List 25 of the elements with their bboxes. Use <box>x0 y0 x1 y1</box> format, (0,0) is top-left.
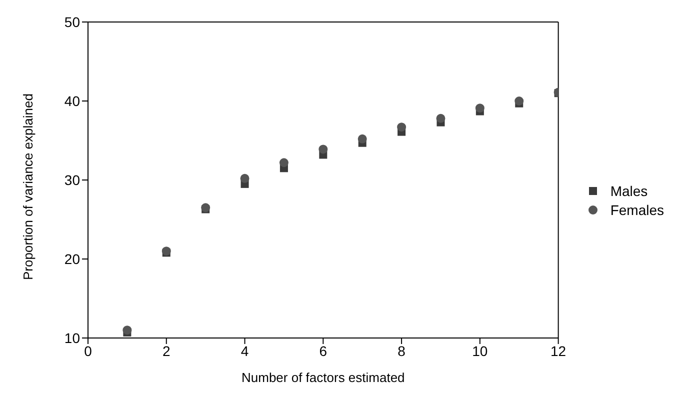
legend-label: Females <box>610 202 664 218</box>
x-tick-label: 2 <box>162 342 170 359</box>
y-tick-label: 50 <box>64 14 80 30</box>
point <box>122 326 132 335</box>
point <box>358 134 367 144</box>
x-tick-label: 4 <box>240 342 249 359</box>
x-tick-label: 0 <box>84 342 92 359</box>
y-tick-label: 20 <box>64 250 80 267</box>
x-tick-label: 8 <box>398 342 406 359</box>
point <box>240 174 250 183</box>
legend-label: Males <box>610 182 648 198</box>
point <box>436 114 446 123</box>
x-tick-label: 6 <box>319 342 328 359</box>
point <box>397 122 406 132</box>
y-tick-label: 30 <box>64 172 80 188</box>
x-tick-label: 12 <box>550 342 566 359</box>
y-tick-label: 40 <box>64 92 80 109</box>
point <box>475 104 484 113</box>
point <box>318 144 328 154</box>
y-axis-title: Proportion of variance explained <box>20 94 36 280</box>
x-axis-title: Number of factors estimated <box>242 370 405 385</box>
y-tick-label: 10 <box>64 330 80 346</box>
point <box>279 158 288 168</box>
x-tick-label: 10 <box>472 342 488 359</box>
point <box>514 96 524 106</box>
